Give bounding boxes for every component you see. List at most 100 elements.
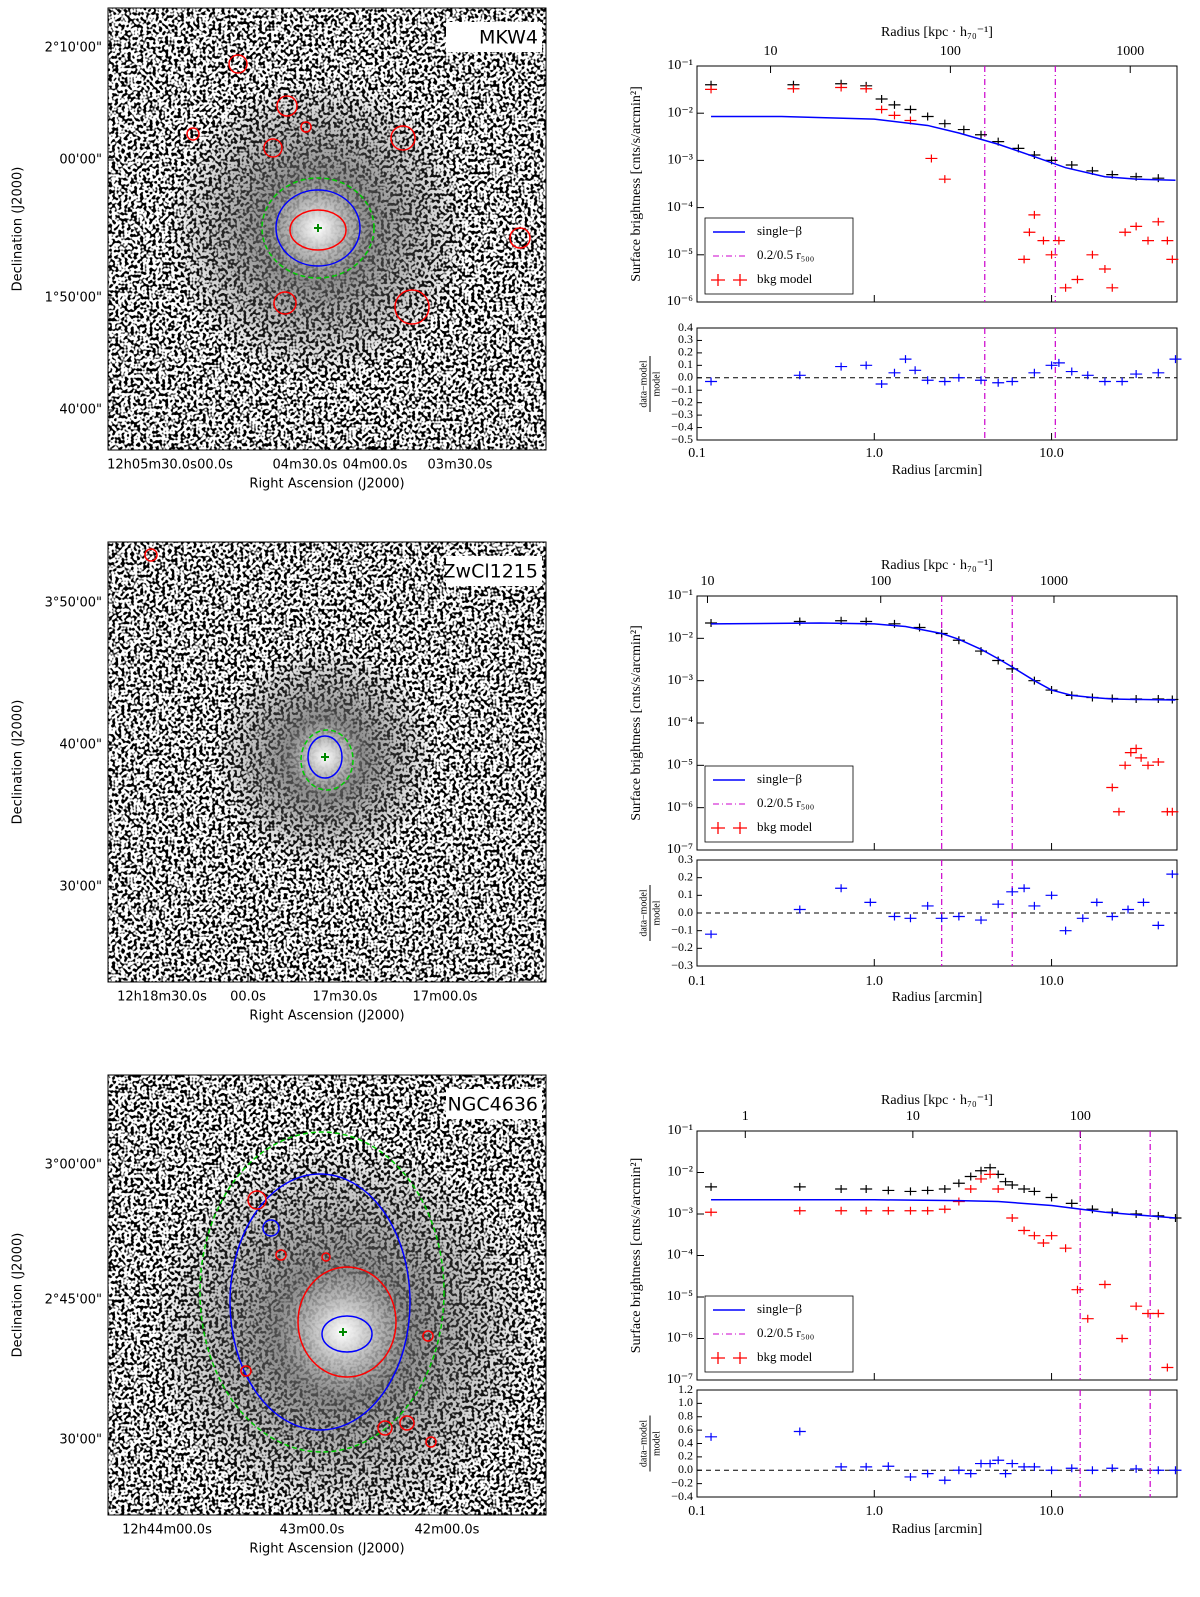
sky-image — [108, 1075, 546, 1515]
bkg-point — [1161, 1363, 1174, 1372]
residual-point — [1106, 912, 1119, 921]
residual-point — [984, 1459, 997, 1468]
bkg-point — [1018, 1226, 1031, 1235]
contour — [262, 1219, 280, 1237]
data-point — [875, 94, 888, 103]
residual-label: data−model model — [638, 356, 662, 412]
residual-point — [875, 380, 888, 388]
y-tick-label: 10⁻⁶ — [667, 294, 693, 309]
bkg-point — [1152, 217, 1165, 226]
contour — [273, 291, 297, 315]
contour — [144, 548, 158, 562]
bkg-point — [1023, 228, 1036, 237]
top-tick-label: 10 — [764, 44, 778, 59]
data-point — [999, 1177, 1012, 1186]
bkg-point — [1006, 1214, 1019, 1223]
bkg-point — [1059, 283, 1072, 292]
residual-point — [921, 901, 934, 910]
residual-point — [1169, 1466, 1182, 1475]
contour — [399, 1415, 415, 1431]
y-tick-label: 10⁻¹ — [667, 1123, 693, 1138]
bkg-point — [964, 1185, 977, 1194]
residual-point — [975, 376, 988, 385]
y-axis-label: Declination (J2000) — [11, 1233, 26, 1358]
top-tick-label: 100 — [870, 574, 891, 589]
ra-tick-label: 04m30.0s — [273, 458, 338, 473]
bkg-point — [1152, 757, 1165, 766]
residual-point — [793, 1427, 806, 1436]
y-axis-label: Surface brightness [cnts/s/arcmin²] — [629, 86, 644, 281]
y-tick-label: 10⁻⁴ — [667, 1248, 693, 1263]
bkg-point — [1045, 250, 1058, 259]
x-axis-label: Radius [arcmin] — [892, 1522, 983, 1537]
y-tick-label: −0.2 — [671, 940, 693, 954]
ra-tick-label: 03m30.0s — [428, 458, 493, 473]
residual-point — [835, 1462, 848, 1471]
y-tick-label: 0.3 — [678, 332, 693, 346]
legend-label: bkg model — [757, 819, 813, 834]
x-tick-label: 10.0 — [1039, 1504, 1064, 1519]
y-tick-label: 10⁻² — [667, 631, 693, 646]
residual-point — [1166, 870, 1179, 879]
residual-point — [888, 368, 901, 377]
residual-point — [1045, 1466, 1058, 1475]
y-tick-label: 0.2 — [678, 869, 693, 883]
contour — [275, 1249, 287, 1261]
residual-point — [1006, 377, 1019, 386]
sky-image — [108, 542, 546, 982]
residual-point — [1028, 368, 1041, 377]
dec-tick-label: 2°10'00" — [45, 41, 102, 56]
bkg-point — [1028, 1231, 1041, 1240]
bkg-point — [1119, 228, 1132, 237]
data-point — [938, 1185, 951, 1194]
bkg-point — [1166, 255, 1179, 264]
residual-point — [835, 362, 848, 371]
x-axis-label: Right Ascension (J2000) — [249, 1542, 404, 1557]
y-tick-label: 10⁻⁴ — [667, 715, 693, 730]
data-point — [913, 623, 926, 632]
y-tick-label: 10⁻² — [667, 1165, 693, 1180]
bkg-point — [860, 1206, 873, 1215]
contour — [261, 177, 375, 279]
bkg-point — [904, 1206, 917, 1215]
name-box — [446, 1089, 542, 1119]
residual-point — [1045, 891, 1058, 900]
ra-tick-label: 17m00.0s — [413, 990, 478, 1005]
bkg-point — [1142, 1309, 1155, 1318]
x-axis-label: Right Ascension (J2000) — [249, 477, 404, 492]
ra-tick-label: 00.0s — [197, 458, 233, 473]
image-frame — [107, 7, 547, 451]
top-tick-label: 10 — [906, 1109, 920, 1124]
legend-label: 0.2/0.5 r₅₀₀ — [757, 247, 814, 262]
residual-point — [860, 361, 873, 370]
residual-point — [1045, 361, 1058, 370]
y-tick-label: 10⁻¹ — [667, 58, 693, 73]
residual-point — [1052, 358, 1065, 367]
residual-point — [1028, 1462, 1041, 1471]
residual-point — [909, 366, 922, 375]
bkg-point — [1135, 753, 1148, 762]
contour — [247, 1190, 267, 1210]
data-point — [882, 1186, 895, 1195]
y-axis-label: Declination (J2000) — [11, 700, 26, 825]
bkg-point — [1124, 748, 1137, 757]
legend-swatch — [711, 274, 747, 286]
data-point — [1065, 1199, 1078, 1208]
image-frame — [107, 541, 547, 983]
residual-point — [1065, 1464, 1078, 1473]
y-tick-label: −0.4 — [671, 419, 693, 433]
y-tick-label: 0.0 — [678, 1462, 693, 1476]
data-point — [1045, 1193, 1058, 1202]
residual-point — [952, 373, 965, 382]
residual-point — [975, 916, 988, 925]
contour — [229, 1173, 411, 1431]
residual-point — [1130, 370, 1143, 379]
residual-point — [882, 1462, 895, 1471]
data-point — [964, 1172, 977, 1181]
residual-point — [705, 377, 718, 386]
contour — [297, 1266, 397, 1378]
residual-point — [938, 377, 951, 386]
ra-tick-label: 43m00.0s — [280, 1523, 345, 1538]
contour — [425, 1436, 437, 1448]
